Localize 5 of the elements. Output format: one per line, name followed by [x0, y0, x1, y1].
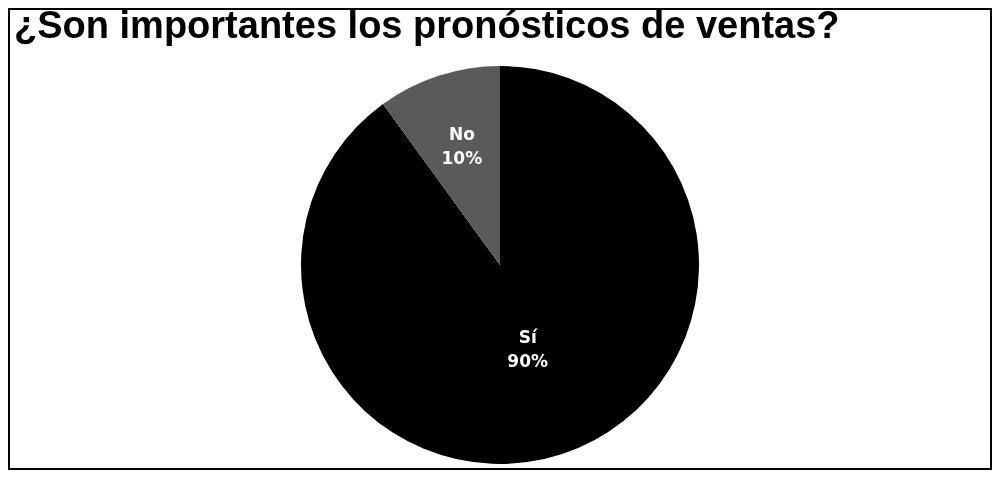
chart-title: ¿Son importantes los pronósticos de ventas? [14, 4, 840, 47]
data-label: 90% [507, 350, 549, 371]
slice-label: Sí [518, 326, 538, 347]
slice-label: No [448, 124, 475, 145]
data-label: 10% [441, 148, 483, 169]
